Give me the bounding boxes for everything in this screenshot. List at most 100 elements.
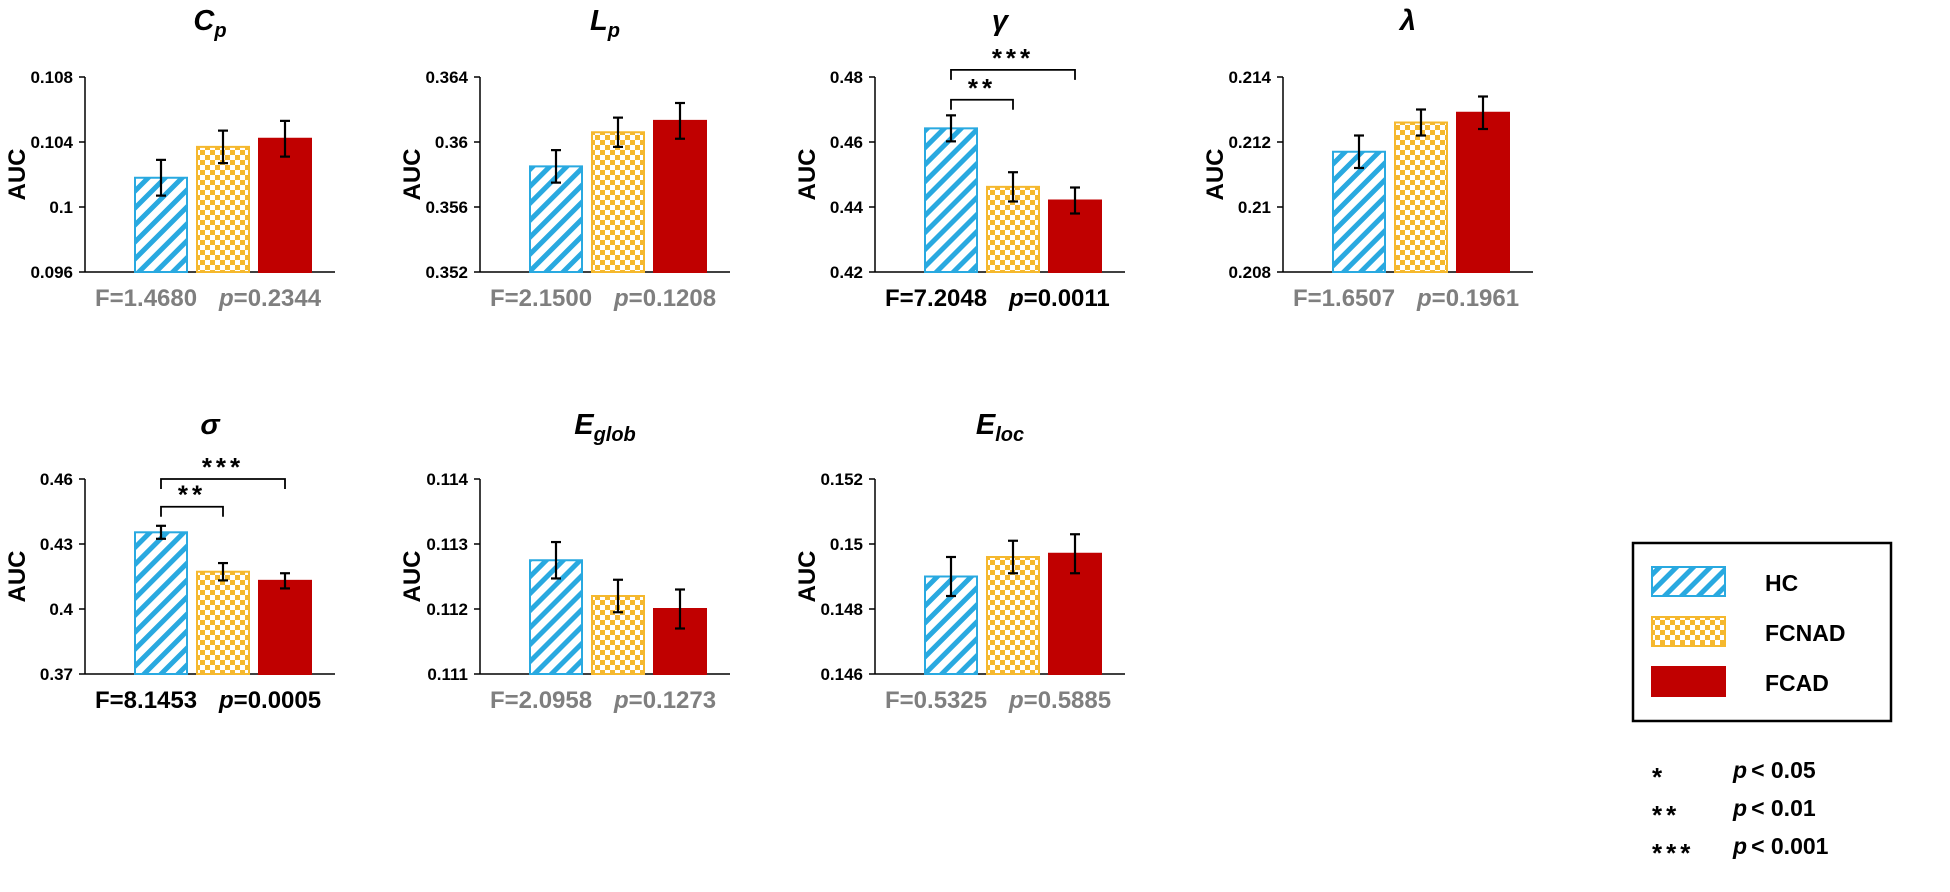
- significance-stars: ***: [202, 452, 244, 482]
- significance-bracket: [950, 98, 1014, 110]
- significance-stars: ***: [992, 43, 1034, 73]
- y-axis-label: AUC: [399, 149, 426, 201]
- chart-panel-6: Eglob AUC 0.111 0.112 0.113 0.114 F=2.0958 p=0.…: [399, 409, 730, 714]
- bar-fcad: [258, 579, 312, 675]
- y-tick-label: 0.208: [1228, 263, 1271, 282]
- bar-hc: [134, 531, 188, 675]
- stat-p-value: p=0.2344: [218, 285, 322, 312]
- bar-fcnad: [986, 556, 1040, 675]
- key-stars-3: ***: [1652, 838, 1694, 868]
- y-tick-label: 0.15: [830, 535, 863, 554]
- chart-panel-1: Cp AUC 0.096 0.1 0.104 0.108 F=1.4680 p=0.2344: [4, 5, 335, 312]
- chart-title: Lp: [590, 5, 620, 42]
- bar-fcad: [1456, 111, 1510, 273]
- stat-p-value: p=0.1961: [1416, 285, 1519, 312]
- stat-f-value: F=2.1500: [490, 285, 592, 312]
- y-tick-label: 0.356: [425, 198, 468, 217]
- significance-bracket: [160, 478, 286, 489]
- significance-bracket: [950, 68, 1076, 80]
- stat-p-value: p=0.0005: [218, 687, 321, 714]
- stat-f-value: F=7.2048: [885, 285, 987, 312]
- y-axis-label: AUC: [399, 551, 426, 603]
- y-tick-label: 0.364: [425, 68, 468, 87]
- bar-fcnad: [986, 185, 1040, 274]
- legend-label-hc: HC: [1765, 570, 1798, 596]
- stat-p-value: p=0.1208: [613, 285, 716, 312]
- chart-title: Cp: [193, 5, 226, 42]
- y-tick-label: 0.1: [49, 198, 73, 217]
- legend-swatch-fcnad: [1651, 616, 1726, 647]
- chart-title: σ: [200, 409, 221, 441]
- stat-f-value: F=0.5325: [885, 687, 987, 714]
- stat-p-value: p=0.5885: [1008, 687, 1111, 714]
- chart-panel-4: λ AUC 0.208 0.21 0.212 0.214 F=1.6507 p=0.1961: [1202, 5, 1533, 312]
- legend-label-fcnad: FCNAD: [1765, 620, 1846, 646]
- legend-swatch-hc: [1651, 566, 1726, 597]
- y-tick-label: 0.104: [30, 133, 73, 152]
- stat-f-value: F=1.6507: [1293, 285, 1395, 312]
- y-tick-label: 0.111: [427, 665, 468, 684]
- y-tick-label: 0.36: [435, 133, 468, 152]
- y-tick-label: 0.352: [425, 263, 468, 282]
- significance-key: * p < 0.05 ** p < 0.01 *** p < 0.001: [1652, 757, 1829, 868]
- y-tick-label: 0.44: [830, 198, 864, 217]
- bar-hc: [1332, 150, 1386, 273]
- chart-title: Eloc: [976, 409, 1024, 446]
- y-tick-label: 0.152: [820, 470, 863, 489]
- y-axis-label: AUC: [794, 149, 821, 201]
- chart-panel-7: Eloc AUC 0.146 0.148 0.15 0.152 F=0.5325 p=0.58…: [794, 409, 1125, 714]
- y-axis-label: AUC: [794, 551, 821, 603]
- key-label-1: p < 0.05: [1732, 757, 1816, 783]
- y-tick-label: 0.37: [40, 665, 73, 684]
- bar-fcnad: [196, 145, 250, 273]
- key-label-2: p < 0.01: [1732, 795, 1816, 821]
- significance-stars: **: [178, 480, 206, 510]
- y-tick-label: 0.114: [426, 470, 468, 489]
- y-axis-label: AUC: [4, 551, 31, 603]
- y-tick-label: 0.43: [40, 535, 73, 554]
- chart-panel-2: Lp AUC 0.352 0.356 0.36 0.364 F=2.1500 p=0.1208: [399, 5, 730, 312]
- y-tick-label: 0.46: [830, 133, 863, 152]
- significance-bracket: [160, 505, 224, 517]
- y-tick-label: 0.112: [426, 600, 468, 619]
- bar-fcnad: [196, 570, 250, 676]
- y-tick-label: 0.214: [1228, 68, 1271, 87]
- y-tick-label: 0.148: [820, 600, 863, 619]
- stat-f-value: F=8.1453: [95, 687, 197, 714]
- legend: HC FCNAD FCAD: [1631, 541, 1893, 723]
- y-tick-label: 0.096: [30, 263, 73, 282]
- y-tick-label: 0.46: [40, 470, 73, 489]
- stat-f-value: F=2.0958: [490, 687, 592, 714]
- bar-hc: [924, 127, 978, 273]
- y-tick-label: 0.48: [830, 68, 863, 87]
- y-tick-label: 0.146: [820, 665, 863, 684]
- y-tick-label: 0.212: [1228, 133, 1271, 152]
- stat-p-value: p=0.0011: [1008, 285, 1110, 312]
- key-stars-2: **: [1652, 800, 1680, 830]
- chart-title: λ: [1398, 5, 1416, 37]
- bar-fcnad: [591, 131, 645, 273]
- bar-fcad: [258, 137, 312, 273]
- bar-fcad: [653, 119, 707, 273]
- y-tick-label: 0.42: [830, 263, 863, 282]
- y-tick-label: 0.4: [49, 600, 73, 619]
- y-tick-label: 0.108: [30, 68, 73, 87]
- chart-panel-5: σ AUC 0.37 0.4 0.43 0.46 ***** F=8.1453 p=0.0005: [4, 409, 335, 714]
- chart-title: Eglob: [574, 409, 636, 446]
- significance-stars: **: [968, 73, 996, 103]
- key-label-3: p < 0.001: [1732, 833, 1829, 859]
- chart-panel-3: γ AUC 0.42 0.44 0.46 0.48 ***** F=7.2048 p=0.001…: [794, 5, 1125, 312]
- key-stars-1: *: [1652, 762, 1666, 792]
- chart-title: γ: [992, 5, 1010, 37]
- y-axis-label: AUC: [4, 149, 31, 201]
- y-axis-label: AUC: [1202, 149, 1229, 201]
- y-tick-label: 0.21: [1238, 198, 1271, 217]
- stat-f-value: F=1.4680: [95, 285, 197, 312]
- bar-hc: [529, 559, 583, 675]
- legend-swatch-fcad: [1651, 666, 1726, 697]
- stat-p-value: p=0.1273: [613, 687, 716, 714]
- bar-fcnad: [1394, 121, 1448, 273]
- legend-label-fcad: FCAD: [1765, 670, 1829, 696]
- y-tick-label: 0.113: [426, 535, 468, 554]
